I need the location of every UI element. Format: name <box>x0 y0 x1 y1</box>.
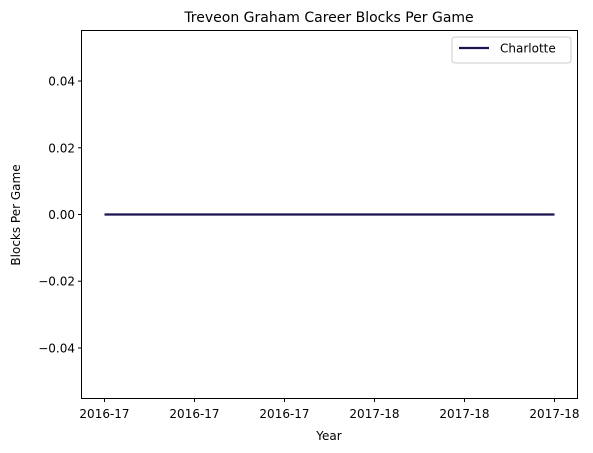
y-axis-label: Blocks Per Game <box>9 164 23 265</box>
y-tick-label: −0.02 <box>38 275 75 289</box>
chart-title: Treveon Graham Career Blocks Per Game <box>183 10 473 26</box>
x-tick-label: 2016-17 <box>259 407 309 421</box>
x-tick-label: 2017-18 <box>529 407 579 421</box>
x-tick-label: 2017-18 <box>439 407 489 421</box>
x-axis: 2016-17 2016-17 2016-17 2017-18 2017-18 2017-… <box>79 398 580 421</box>
y-tick-label: 0.04 <box>48 75 75 89</box>
x-tick-label: 2017-18 <box>349 407 399 421</box>
x-tick-label: 2016-17 <box>79 407 129 421</box>
legend-label-charlotte: Charlotte <box>500 42 556 56</box>
x-tick-label: 2016-17 <box>169 407 219 421</box>
y-tick-label: −0.04 <box>38 341 75 355</box>
plot-area-frame <box>81 30 578 399</box>
legend: Charlotte <box>451 36 572 64</box>
y-tick-label: 0.02 <box>48 141 75 155</box>
legend-box <box>451 36 572 64</box>
x-axis-label: Year <box>315 429 341 443</box>
y-tick-label: 0.00 <box>48 208 75 222</box>
y-axis: −0.04 −0.02 0.00 0.02 0.04 <box>38 75 82 355</box>
